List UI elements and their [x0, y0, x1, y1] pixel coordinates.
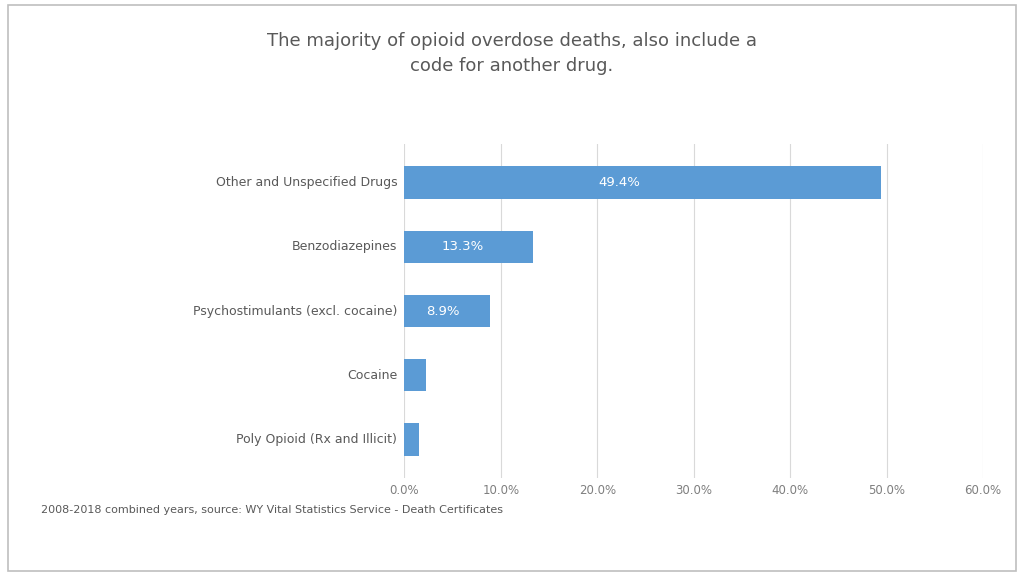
Text: Cocaine: Cocaine: [347, 369, 397, 382]
Bar: [404, 295, 490, 327]
Text: 13.3%: 13.3%: [441, 240, 483, 253]
Text: Poly Opioid (Rx and Illicit): Poly Opioid (Rx and Illicit): [237, 433, 397, 446]
Bar: [404, 231, 532, 263]
Bar: [404, 359, 426, 391]
Text: 49.4%: 49.4%: [598, 176, 640, 189]
Bar: [404, 423, 419, 456]
Text: Benzodiazepines: Benzodiazepines: [292, 240, 397, 253]
Bar: [404, 166, 881, 199]
Text: Psychostimulants (excl. cocaine): Psychostimulants (excl. cocaine): [193, 305, 397, 317]
Text: Other and Unspecified Drugs: Other and Unspecified Drugs: [216, 176, 397, 189]
Text: The majority of opioid overdose deaths, also include a
code for another drug.: The majority of opioid overdose deaths, …: [267, 32, 757, 75]
Text: 2008-2018 combined years, source: WY Vital Statistics Service - Death Certificat: 2008-2018 combined years, source: WY Vit…: [41, 505, 503, 515]
Text: 8.9%: 8.9%: [426, 305, 460, 317]
Text: 7: 7: [507, 545, 517, 563]
